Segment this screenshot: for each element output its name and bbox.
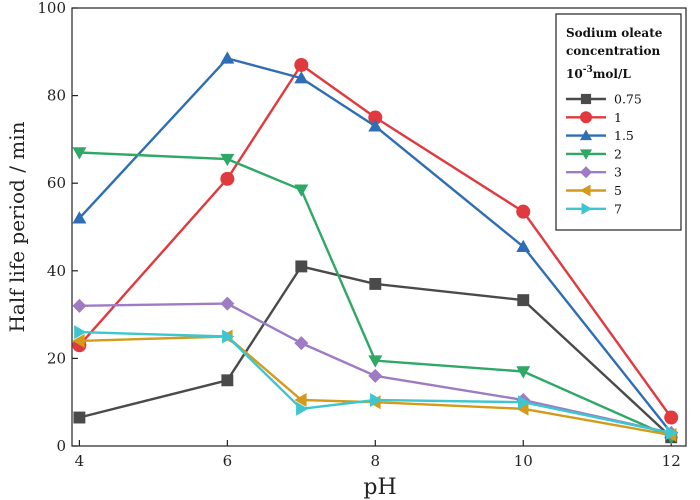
series-2 [72,147,679,445]
data-point [516,204,531,219]
series-line-1.5 [78,57,673,434]
legend-marker [580,129,592,141]
y-tick-label: 80 [47,87,66,105]
series-7 [74,325,679,440]
legend-entry-1: 1 [566,110,622,125]
data-point [220,296,235,311]
data-point [370,393,383,408]
y-axis-title: Half life period / min [5,121,29,332]
legend-unit: 10-3mol/L [566,65,631,81]
legend-label: 2 [614,146,622,161]
legend-label: 1 [614,110,622,125]
series-5 [72,329,677,443]
data-point [220,51,235,64]
data-point [295,260,308,273]
data-point [294,184,309,197]
data-point [664,410,679,425]
series-line-7 [79,330,672,435]
data-point [294,393,307,408]
x-tick-label: 10 [514,452,533,470]
data-point [221,374,234,387]
data-point [294,57,309,72]
data-point [296,401,309,416]
legend-label: 5 [614,183,622,198]
legend-entry-5: 5 [566,183,622,198]
data-point [222,329,235,344]
legend-marker [580,111,592,124]
data-point [220,171,235,186]
legend-marker [580,166,592,179]
legend-entries: 0.75 1 1.5 2 3 5 7 [566,92,642,216]
y-tick-label: 0 [56,437,66,455]
x-tick-label: 6 [223,452,233,470]
legend: Sodium oleate concentration 10-3mol/L 0.… [555,13,682,231]
data-point [72,333,85,348]
legend-label: 7 [614,201,622,216]
data-point [665,425,679,440]
data-point [74,325,87,340]
y-tick-label: 60 [47,174,66,192]
plot-frame [71,7,687,447]
series-line-3 [79,302,672,435]
data-point [73,411,86,424]
legend-title-line-2: concentration [566,44,660,58]
legend-entry-3: 3 [566,165,622,180]
legend-label: 3 [614,165,622,180]
legend-unit-rest: mol/L [593,67,632,81]
data-point [368,119,383,132]
y-tick-label: 100 [37,0,66,17]
series-layer [72,51,679,445]
legend-marker [580,149,592,160]
legend-entry-1.5: 1.5 [566,128,634,143]
legend-entry-0.75: 0.75 [566,92,642,107]
legend-unit-base: 10 [566,67,583,81]
data-point [518,395,531,410]
data-point [368,110,383,125]
legend-label: 0.75 [614,92,642,107]
x-tick-label: 12 [662,452,681,470]
data-point [368,368,383,383]
data-point [294,71,309,84]
data-point [294,336,309,351]
x-tick-label: 4 [75,452,85,470]
series-line-5 [79,335,672,437]
legend-marker [580,184,591,197]
y-tick-label: 20 [47,349,66,367]
data-point [517,294,530,307]
data-point [72,211,87,224]
x-axis-title: pH [363,475,396,500]
data-point [72,298,87,313]
series-line-1 [78,63,673,419]
legend-marker [580,93,592,105]
x-tick-label: 8 [371,452,381,470]
legend-box [555,13,682,231]
data-point [516,366,531,379]
data-point [369,277,382,290]
legend-entry-7: 7 [566,201,622,216]
data-point [516,239,531,252]
series-3 [72,296,679,440]
legend-entry-2: 2 [566,146,622,161]
y-tick-label: 40 [47,262,66,280]
series-line-2 [79,151,672,439]
data-point [516,401,529,416]
legend-marker [581,202,592,215]
legend-unit-exponent: -3 [583,65,593,75]
data-point [220,153,235,167]
data-point [368,355,383,368]
legend-label: 1.5 [614,128,634,143]
legend-title-line-1: Sodium oleate [566,26,663,40]
data-point [72,147,87,160]
